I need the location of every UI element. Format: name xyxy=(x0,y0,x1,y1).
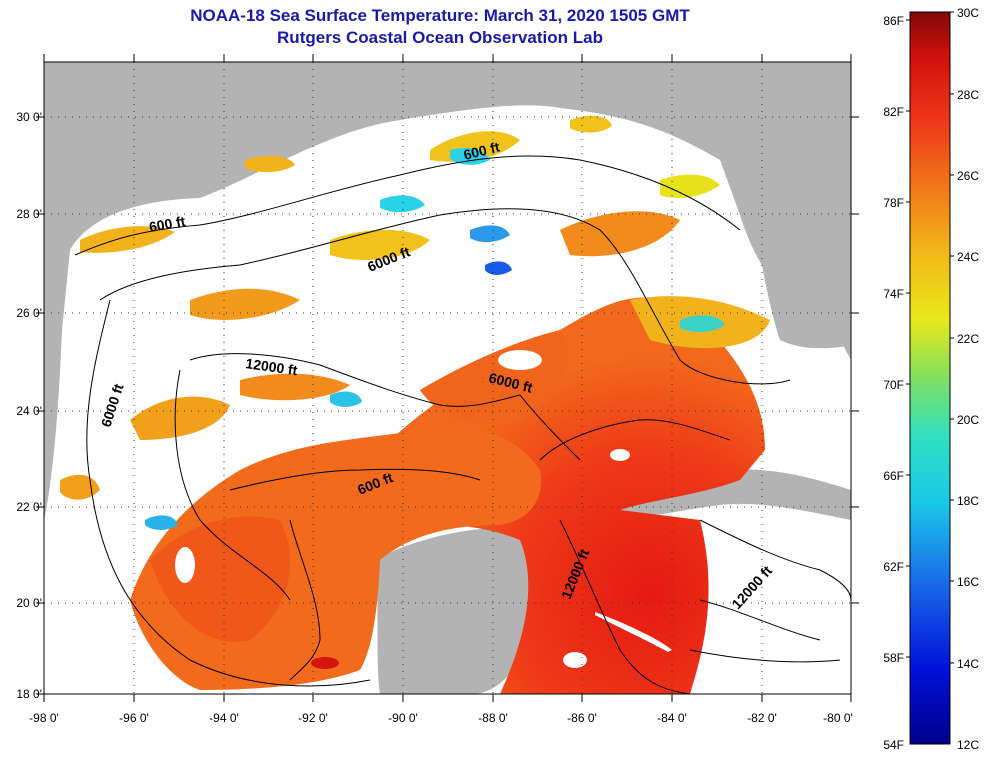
c-label-12: 12C xyxy=(957,738,979,752)
map-image: 600 ft 600 ft 6000 ft 12000 ft 6000 ft 6… xyxy=(44,62,851,694)
colorbar-celsius-labels: 30C 28C 26C 24C 22C 20C 18C 16C 14C 12C xyxy=(957,6,979,752)
f-label-82: 82F xyxy=(883,105,904,119)
sst-red-spot xyxy=(311,657,339,669)
f-label-62: 62F xyxy=(883,560,904,574)
depth-contours xyxy=(74,155,851,694)
lon-label-94: -94 0' xyxy=(209,711,239,725)
lon-label-84: -84 0' xyxy=(657,711,687,725)
c-label-14: 14C xyxy=(957,657,979,671)
title-line-2: Rutgers Coastal Ocean Observation Lab xyxy=(277,28,603,47)
lon-label-96: -96 0' xyxy=(119,711,149,725)
longitude-labels: -98 0' -96 0' -94 0' -92 0' -90 0' -88 0… xyxy=(29,711,853,725)
map-frame xyxy=(43,61,852,695)
f-label-54: 54F xyxy=(883,738,904,752)
lat-label-20: 20 0' xyxy=(16,596,42,610)
c-label-28: 28C xyxy=(957,88,979,102)
c-label-18: 18C xyxy=(957,494,979,508)
f-label-66: 66F xyxy=(883,469,904,483)
florida-land xyxy=(745,150,851,349)
graticule xyxy=(44,62,851,694)
lon-label-98: -98 0' xyxy=(29,711,59,725)
c-label-20: 20C xyxy=(957,413,979,427)
c-label-26: 26C xyxy=(957,169,979,183)
lon-label-86: -86 0' xyxy=(567,711,597,725)
axis-ticks xyxy=(36,54,859,702)
f-label-70: 70F xyxy=(883,378,904,392)
contour-label-12000ft-west: 12000 ft xyxy=(245,355,299,378)
colorbar-gradient xyxy=(909,11,951,745)
f-label-74: 74F xyxy=(883,287,904,301)
colorbar-ticks xyxy=(906,11,954,664)
f-label-86: 86F xyxy=(883,14,904,28)
latitude-labels: 30 0' 28 0' 26 0' 24 0' 22 0' 20 0' 18 0… xyxy=(16,110,42,701)
lon-label-92: -92 0' xyxy=(298,711,328,725)
lat-label-30: 30 0' xyxy=(16,110,42,124)
c-label-30: 30C xyxy=(957,6,979,20)
lon-label-82: -82 0' xyxy=(747,711,777,725)
lon-label-80: -80 0' xyxy=(823,711,853,725)
yucatan-land xyxy=(375,527,542,694)
f-label-78: 78F xyxy=(883,196,904,210)
contour-label-600ft-west: 600 ft xyxy=(148,213,187,235)
lon-label-88: -88 0' xyxy=(478,711,508,725)
lat-label-18: 18 0' xyxy=(16,687,42,701)
c-label-16: 16C xyxy=(957,575,979,589)
f-label-58: 58F xyxy=(883,651,904,665)
lat-label-24: 24 0' xyxy=(16,404,42,418)
lat-label-26: 26 0' xyxy=(16,306,42,320)
title-line-1: NOAA-18 Sea Surface Temperature: March 3… xyxy=(190,6,690,25)
lat-label-28: 28 0' xyxy=(16,207,42,221)
lon-label-90: -90 0' xyxy=(388,711,418,725)
lat-label-22: 22 0' xyxy=(16,500,42,514)
c-label-24: 24C xyxy=(957,250,979,264)
sst-patches xyxy=(60,115,770,530)
cloud-gaps xyxy=(175,350,672,668)
c-label-22: 22C xyxy=(957,332,979,346)
colorbar-fahrenheit-labels: 86F 82F 78F 74F 70F 66F 62F 58F 54F xyxy=(883,14,904,752)
